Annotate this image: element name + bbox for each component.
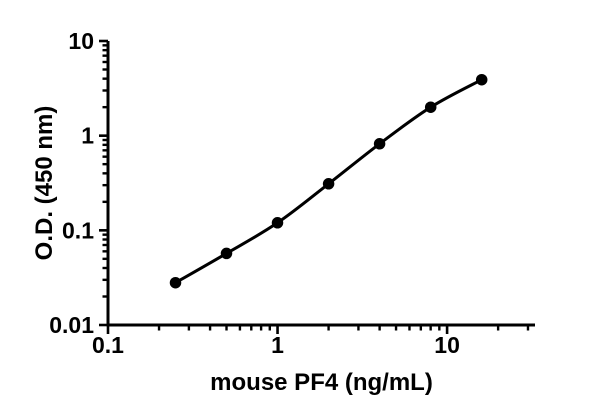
- data-point-marker: [322, 178, 335, 190]
- data-point-markers: [169, 73, 488, 289]
- y-tick-label: 0.01: [49, 312, 94, 338]
- x-axis-ticks: 0.1 1 10: [92, 325, 530, 358]
- y-tick-label: 10: [68, 28, 94, 54]
- data-point-marker: [220, 247, 233, 260]
- data-point-marker: [373, 138, 386, 150]
- x-tick-label: 0.1: [92, 332, 124, 358]
- y-axis-title: O.D. (450 nm): [31, 106, 58, 261]
- x-tick-label: 1: [271, 332, 284, 358]
- data-point-marker: [475, 73, 488, 86]
- x-axis-title: mouse PF4 (ng/mL): [210, 369, 433, 396]
- y-axis-ticks: 0.01 0.1 1 10: [49, 28, 108, 338]
- y-tick-label: 0.1: [62, 217, 94, 243]
- data-point-marker: [169, 276, 182, 289]
- y-tick-label: 1: [81, 123, 94, 149]
- x-tick-label: 10: [434, 332, 460, 358]
- data-point-marker: [271, 217, 284, 229]
- data-point-marker: [424, 101, 437, 113]
